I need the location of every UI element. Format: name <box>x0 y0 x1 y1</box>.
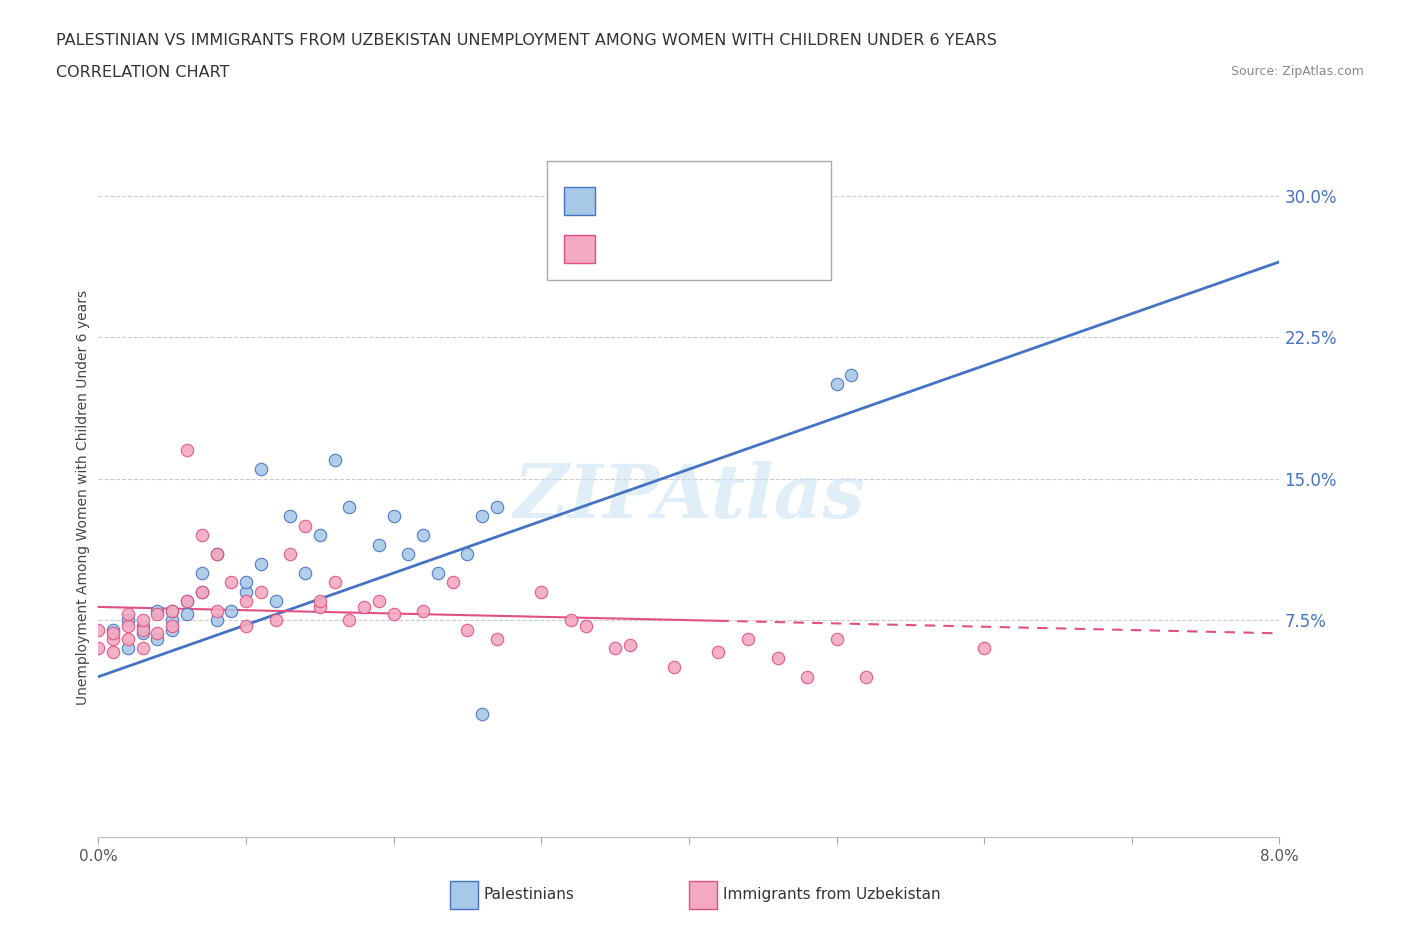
Point <box>426 565 449 580</box>
Point <box>530 584 553 599</box>
Point <box>103 626 125 641</box>
Point <box>396 547 419 562</box>
Point <box>146 626 169 641</box>
Text: PALESTINIAN VS IMMIGRANTS FROM UZBEKISTAN UNEMPLOYMENT AMONG WOMEN WITH CHILDREN: PALESTINIAN VS IMMIGRANTS FROM UZBEKISTA… <box>56 33 997 47</box>
Point <box>839 367 862 382</box>
Point <box>191 565 214 580</box>
Point <box>191 584 214 599</box>
Point <box>103 631 125 646</box>
Point <box>308 528 332 543</box>
Point <box>382 509 405 524</box>
Point <box>87 622 110 637</box>
Point <box>132 641 155 656</box>
Point <box>456 547 478 562</box>
Point <box>87 641 110 656</box>
Point <box>219 604 242 618</box>
Point <box>485 631 508 646</box>
Point <box>162 622 183 637</box>
Text: R = -0.057   N = 52: R = -0.057 N = 52 <box>606 240 769 258</box>
Point <box>796 670 818 684</box>
Point <box>235 618 257 633</box>
Point <box>323 575 346 590</box>
Point <box>574 618 596 633</box>
Point <box>485 499 508 514</box>
Point <box>766 650 789 665</box>
Text: ZIPAtlas: ZIPAtlas <box>513 461 865 534</box>
Point <box>162 604 183 618</box>
Point <box>294 565 316 580</box>
Point <box>737 631 759 646</box>
Point <box>278 547 302 562</box>
Point <box>973 641 995 656</box>
Text: Immigrants from Uzbekistan: Immigrants from Uzbekistan <box>723 887 941 902</box>
Point <box>235 584 257 599</box>
Point <box>278 509 302 524</box>
Point <box>471 707 494 722</box>
Point <box>117 631 139 646</box>
Point <box>103 622 125 637</box>
Point <box>294 518 316 533</box>
Point <box>146 631 169 646</box>
Point <box>250 556 273 571</box>
Point <box>176 443 198 458</box>
Point <box>605 641 627 656</box>
Text: Palestinians: Palestinians <box>484 887 575 902</box>
Point <box>162 604 183 618</box>
Point <box>308 600 332 615</box>
Point <box>132 613 155 628</box>
Point <box>117 613 139 628</box>
Point <box>205 613 228 628</box>
Point <box>176 594 198 609</box>
Point <box>205 547 228 562</box>
Point <box>146 607 169 622</box>
Point <box>367 594 389 609</box>
Point <box>664 660 686 675</box>
Text: CORRELATION CHART: CORRELATION CHART <box>56 65 229 80</box>
Point <box>337 613 360 628</box>
Point <box>132 618 155 633</box>
Point <box>308 594 332 609</box>
Point <box>367 538 389 552</box>
Point <box>264 594 287 609</box>
Point <box>382 607 405 622</box>
Point <box>471 509 494 524</box>
Point <box>337 499 360 514</box>
Text: Source: ZipAtlas.com: Source: ZipAtlas.com <box>1230 65 1364 78</box>
Point <box>176 594 198 609</box>
Point <box>855 670 877 684</box>
Point <box>146 604 169 618</box>
Point <box>456 622 478 637</box>
Point <box>412 528 434 543</box>
Point <box>162 618 183 633</box>
Point <box>264 613 287 628</box>
Point <box>235 575 257 590</box>
Text: R =  0.486   N = 38: R = 0.486 N = 38 <box>606 192 769 209</box>
Point <box>117 641 139 656</box>
Point <box>250 462 273 477</box>
Point <box>560 613 582 628</box>
Point <box>191 528 214 543</box>
Point <box>117 618 139 633</box>
Point <box>441 575 464 590</box>
Point <box>323 452 346 467</box>
Y-axis label: Unemployment Among Women with Children Under 6 years: Unemployment Among Women with Children U… <box>76 290 90 705</box>
Point <box>825 631 848 646</box>
Point <box>825 377 848 392</box>
Point <box>103 644 125 659</box>
Point <box>162 613 183 628</box>
Point <box>250 584 273 599</box>
Point <box>353 600 375 615</box>
Point <box>219 575 242 590</box>
Point <box>412 604 434 618</box>
Point <box>707 644 730 659</box>
Point <box>132 626 155 641</box>
Point <box>205 604 228 618</box>
Point <box>191 584 214 599</box>
Point <box>205 547 228 562</box>
Point <box>117 607 139 622</box>
Point <box>235 594 257 609</box>
Point <box>176 607 198 622</box>
Point <box>619 637 641 652</box>
Point <box>132 622 155 637</box>
